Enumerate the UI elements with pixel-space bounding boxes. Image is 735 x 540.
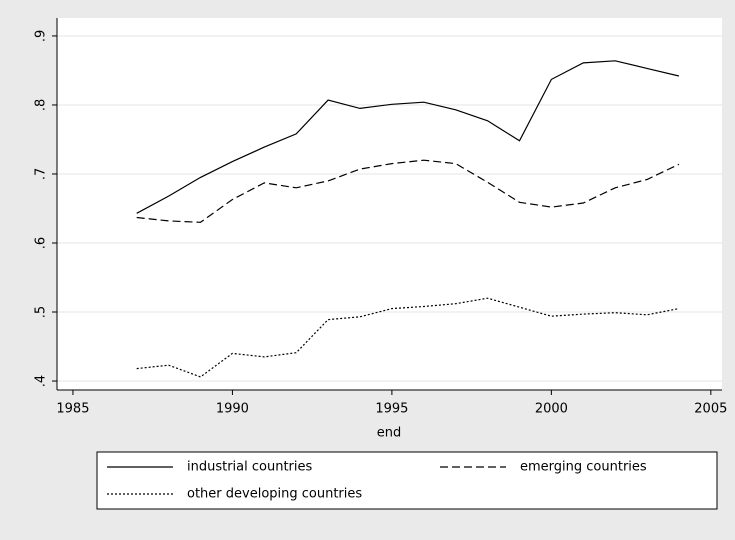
plot-area <box>57 18 722 390</box>
y-tick-label: .8 <box>34 99 49 111</box>
x-tick-label: 2000 <box>535 402 568 417</box>
legend-label: emerging countries <box>520 460 647 475</box>
x-tick-label: 1990 <box>216 402 249 417</box>
legend-label: other developing countries <box>187 487 362 502</box>
y-tick-label: .9 <box>34 30 49 42</box>
y-tick-label: .4 <box>34 375 49 387</box>
legend <box>96 451 718 510</box>
y-tick-label: .6 <box>34 237 49 249</box>
line-series <box>136 297 680 378</box>
line-series <box>136 159 680 223</box>
legend-label: industrial countries <box>187 460 313 475</box>
y-tick-label: .7 <box>34 168 49 180</box>
line-series <box>136 60 680 214</box>
x-tick-label: 1985 <box>56 402 89 417</box>
y-tick-label: .5 <box>34 306 49 318</box>
x-axis-title: end <box>377 426 402 441</box>
x-tick-label: 2005 <box>694 402 727 417</box>
x-tick-label: 1995 <box>375 402 408 417</box>
